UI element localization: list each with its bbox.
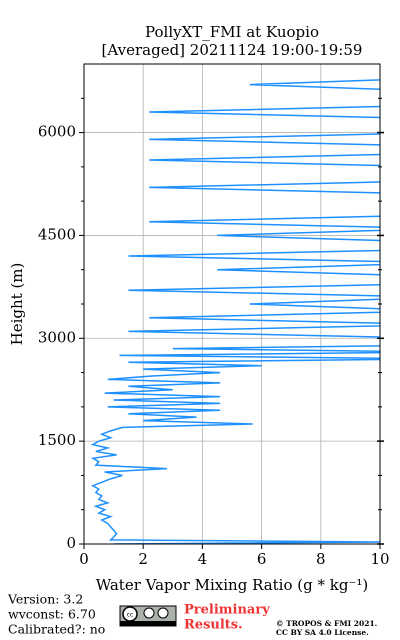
x-tick-label: 0 <box>79 550 89 568</box>
x-tick-label: 10 <box>370 550 389 568</box>
x-tick-label: 4 <box>198 550 208 568</box>
y-tick-label: 3000 <box>38 328 76 346</box>
footer-note: Version: 3.2 <box>7 592 83 607</box>
x-tick-label: 2 <box>138 550 148 568</box>
x-axis-label: Water Vapor Mixing Ratio (g * kg⁻¹) <box>96 576 368 594</box>
y-tick-label: 0 <box>66 534 76 552</box>
y-axis-label: Height (m) <box>8 263 26 346</box>
footer-note: wvconst: 6.70 <box>8 607 96 622</box>
y-tick-label: 1500 <box>38 431 76 449</box>
y-tick-label: 6000 <box>38 123 76 141</box>
chart-title: PollyXT_FMI at Kuopio <box>145 23 319 41</box>
x-tick-label: 6 <box>257 550 267 568</box>
data-line <box>90 79 380 544</box>
y-tick-label: 4500 <box>38 225 76 243</box>
preliminary-note: Preliminary <box>184 603 270 618</box>
footer-note: Calibrated?: no <box>8 622 105 637</box>
cc-logo: cc <box>119 605 177 627</box>
plot-frame <box>83 63 381 545</box>
preliminary-note: Results. <box>184 618 243 633</box>
chart-subtitle: [Averaged] 20211124 19:00-19:59 <box>102 41 363 59</box>
svg-text:cc: cc <box>127 612 134 619</box>
license-note: © TROPOS & FMI 2021. <box>276 619 377 628</box>
license-note: CC BY SA 4.0 License. <box>276 628 369 637</box>
x-tick-label: 8 <box>316 550 326 568</box>
